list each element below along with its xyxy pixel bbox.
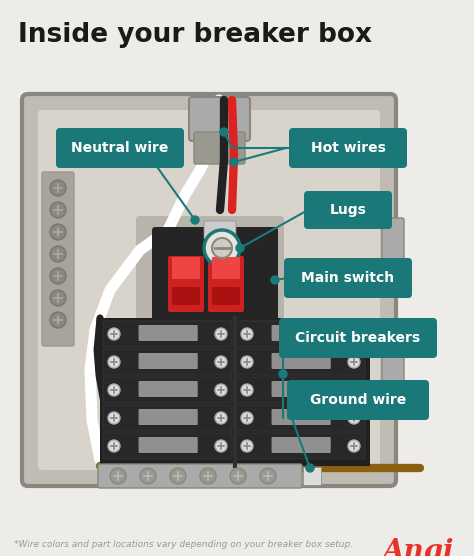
Circle shape [241, 328, 253, 340]
FancyBboxPatch shape [38, 110, 380, 470]
Circle shape [271, 276, 279, 284]
FancyBboxPatch shape [236, 349, 365, 375]
Circle shape [215, 412, 227, 424]
Circle shape [348, 384, 360, 396]
Circle shape [279, 370, 287, 378]
FancyBboxPatch shape [189, 97, 250, 141]
Circle shape [170, 468, 186, 484]
Circle shape [108, 356, 120, 368]
Circle shape [191, 216, 199, 224]
Circle shape [348, 356, 360, 368]
Circle shape [215, 356, 227, 368]
Circle shape [215, 440, 227, 452]
Circle shape [50, 180, 66, 196]
FancyBboxPatch shape [236, 405, 365, 431]
FancyBboxPatch shape [236, 377, 365, 403]
FancyBboxPatch shape [22, 94, 396, 486]
FancyBboxPatch shape [272, 353, 331, 369]
FancyBboxPatch shape [212, 257, 240, 279]
FancyBboxPatch shape [382, 218, 404, 262]
Circle shape [220, 128, 228, 136]
FancyBboxPatch shape [194, 132, 245, 164]
Circle shape [200, 468, 216, 484]
FancyBboxPatch shape [272, 325, 331, 341]
FancyBboxPatch shape [382, 338, 404, 382]
FancyBboxPatch shape [103, 349, 232, 375]
Circle shape [108, 328, 120, 340]
Circle shape [50, 224, 66, 240]
Circle shape [348, 328, 360, 340]
Text: Inside your breaker box: Inside your breaker box [18, 22, 372, 48]
Circle shape [230, 468, 246, 484]
FancyBboxPatch shape [138, 325, 198, 341]
Circle shape [50, 202, 66, 218]
Text: Neutral wire: Neutral wire [71, 141, 169, 155]
FancyBboxPatch shape [138, 353, 198, 369]
Circle shape [260, 468, 276, 484]
Circle shape [215, 328, 227, 340]
Circle shape [108, 440, 120, 452]
Circle shape [230, 158, 238, 166]
FancyBboxPatch shape [138, 381, 198, 397]
FancyBboxPatch shape [136, 216, 284, 344]
Text: Main switch: Main switch [301, 271, 394, 285]
FancyBboxPatch shape [304, 191, 392, 229]
Circle shape [348, 412, 360, 424]
Circle shape [50, 268, 66, 284]
Circle shape [215, 384, 227, 396]
FancyBboxPatch shape [103, 377, 232, 403]
Circle shape [110, 468, 126, 484]
Text: Lugs: Lugs [329, 203, 366, 217]
FancyBboxPatch shape [103, 321, 232, 347]
FancyBboxPatch shape [272, 437, 331, 453]
Bar [100, 318, 370, 466]
Circle shape [348, 440, 360, 452]
FancyBboxPatch shape [172, 257, 200, 279]
Circle shape [204, 230, 240, 266]
Circle shape [50, 312, 66, 328]
Circle shape [50, 290, 66, 306]
Circle shape [241, 356, 253, 368]
Text: Angi: Angi [383, 538, 454, 556]
FancyBboxPatch shape [208, 256, 244, 312]
Circle shape [241, 384, 253, 396]
Text: Circuit breakers: Circuit breakers [295, 331, 420, 345]
FancyBboxPatch shape [152, 227, 278, 323]
FancyBboxPatch shape [303, 467, 321, 485]
FancyBboxPatch shape [289, 128, 407, 168]
FancyBboxPatch shape [236, 321, 365, 347]
Circle shape [241, 440, 253, 452]
Circle shape [108, 384, 120, 396]
FancyBboxPatch shape [168, 256, 204, 312]
Circle shape [140, 468, 156, 484]
FancyBboxPatch shape [284, 258, 412, 298]
Circle shape [241, 412, 253, 424]
Circle shape [108, 412, 120, 424]
FancyBboxPatch shape [272, 409, 331, 425]
FancyBboxPatch shape [42, 172, 74, 346]
FancyBboxPatch shape [103, 433, 232, 459]
FancyBboxPatch shape [56, 128, 184, 168]
Text: Hot wires: Hot wires [310, 141, 385, 155]
Circle shape [306, 464, 314, 472]
FancyBboxPatch shape [138, 409, 198, 425]
FancyBboxPatch shape [236, 433, 365, 459]
Circle shape [212, 238, 232, 258]
Text: *Wire colors and part locations vary depending on your breaker box setup.: *Wire colors and part locations vary dep… [14, 540, 353, 549]
FancyBboxPatch shape [98, 464, 302, 488]
FancyBboxPatch shape [287, 380, 429, 420]
FancyBboxPatch shape [103, 405, 232, 431]
Circle shape [236, 244, 244, 252]
Text: Ground wire: Ground wire [310, 393, 406, 407]
FancyBboxPatch shape [279, 318, 437, 358]
FancyBboxPatch shape [138, 437, 198, 453]
FancyBboxPatch shape [212, 287, 240, 305]
FancyBboxPatch shape [204, 221, 236, 239]
Circle shape [50, 246, 66, 262]
FancyBboxPatch shape [272, 381, 331, 397]
FancyBboxPatch shape [172, 287, 200, 305]
